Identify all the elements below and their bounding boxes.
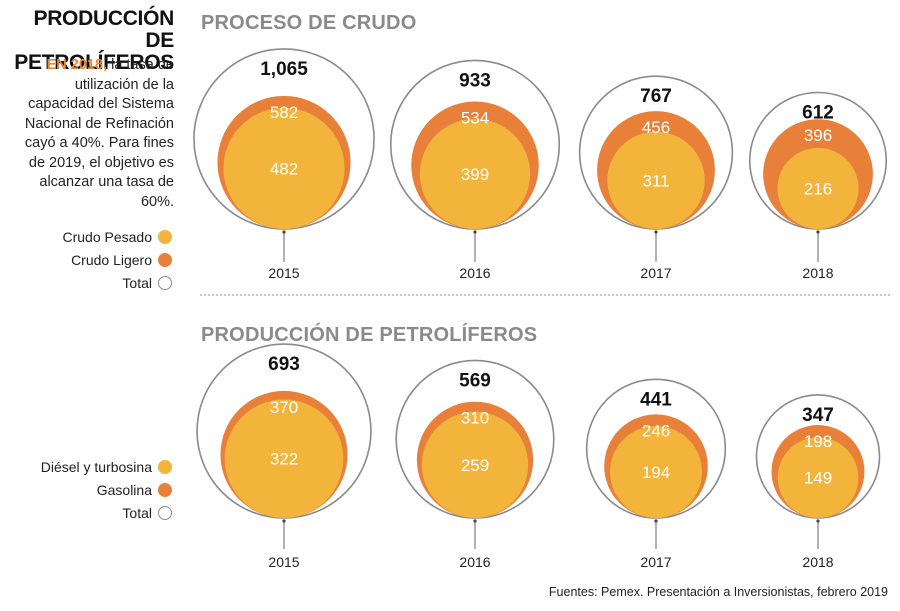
label-inner: 216: [804, 179, 832, 198]
year-label: 2016: [459, 265, 490, 281]
legend-top-item: Total: [0, 271, 172, 294]
label-inner: 399: [461, 165, 489, 184]
chart-title-petroliferos: PRODUCCIÓN DE PETROLÍFEROS: [201, 324, 538, 346]
connector-dot: [282, 519, 286, 523]
bubble-di-sel-y-turbosina: [609, 425, 703, 518]
bubble-crudo-pesado: [777, 147, 859, 229]
label-inner: 482: [270, 159, 298, 178]
legend-swatch: [158, 252, 172, 267]
label-middle: 310: [461, 409, 489, 428]
year-label: 2017: [640, 265, 671, 281]
connector-dot: [654, 519, 658, 523]
label-total: 347: [802, 405, 834, 426]
connector-dot: [473, 519, 477, 523]
bubble-di-sel-y-turbosina: [421, 411, 529, 518]
legend-top-item: Crudo Pesado: [0, 225, 172, 248]
source-note: Fuentes: Pemex. Presentación a Inversion…: [548, 585, 888, 599]
label-total: 441: [640, 389, 672, 410]
connector-dot: [654, 230, 658, 234]
legend-bottom-item: Total: [0, 501, 172, 524]
legend-bottom: Diésel y turbosina Gasolina Total: [0, 455, 172, 524]
label-inner: 311: [642, 171, 669, 190]
title-line-2: PETROLÍFEROS: [14, 51, 174, 74]
legend-label: Total: [122, 274, 152, 291]
label-middle: 396: [804, 126, 832, 145]
intro-text: EN 2018, la tasa de utilización de la ca…: [6, 56, 174, 212]
legend-swatch: [158, 482, 172, 497]
label-middle: 198: [804, 432, 832, 451]
page-title: PRODUCCIÓN DE PETROLÍFEROS: [6, 8, 174, 74]
legend-top: Crudo Pesado Crudo Ligero Total: [0, 225, 172, 294]
connector-dot: [473, 230, 477, 234]
connector-dot: [282, 230, 286, 234]
chart-title-crudo: PROCESO DE CRUDO: [201, 12, 417, 34]
legend-swatch: [158, 505, 172, 520]
legend-swatch: [158, 275, 172, 290]
label-total: 693: [268, 354, 300, 375]
connector-dot: [816, 519, 820, 523]
title-line-1: PRODUCCIÓN DE: [33, 7, 174, 52]
year-label: 2015: [268, 554, 299, 570]
bubble-di-sel-y-turbosina: [777, 437, 859, 518]
legend-bottom-item: Diésel y turbosina: [0, 455, 172, 478]
year-label: 2015: [268, 265, 299, 281]
label-middle: 246: [642, 421, 670, 440]
intro-lead: EN 2018,: [46, 57, 108, 73]
legend-label: Crudo Pesado: [62, 228, 152, 245]
label-total: 612: [802, 102, 834, 123]
bubble-crudo-pesado: [419, 118, 531, 229]
section-divider: [200, 294, 890, 296]
bubble-crudo-pesado: [607, 131, 705, 229]
label-middle: 370: [270, 398, 298, 417]
bubble-crudo-pesado: [223, 107, 345, 229]
legend-top-item: Crudo Ligero: [0, 248, 172, 271]
year-label: 2018: [802, 554, 833, 570]
label-total: 767: [640, 86, 672, 107]
label-total: 933: [459, 70, 491, 91]
label-inner: 259: [461, 456, 489, 475]
legend-label: Crudo Ligero: [71, 251, 152, 268]
legend-swatch: [158, 229, 172, 244]
label-inner: 322: [270, 450, 298, 469]
label-total: 1,065: [260, 59, 308, 80]
connector-dot: [816, 230, 820, 234]
legend-label: Total: [122, 504, 152, 521]
label-inner: 149: [804, 469, 832, 488]
legend-label: Gasolina: [96, 481, 152, 498]
label-inner: 194: [642, 463, 670, 482]
label-total: 569: [459, 370, 491, 391]
year-label: 2017: [640, 554, 671, 570]
year-label: 2018: [802, 265, 833, 281]
legend-label: Diésel y turbosina: [40, 458, 152, 475]
label-middle: 456: [642, 118, 670, 137]
bubble-di-sel-y-turbosina: [224, 399, 344, 518]
year-label: 2016: [459, 554, 490, 570]
legend-swatch: [158, 459, 172, 474]
legend-bottom-item: Gasolina: [0, 478, 172, 501]
label-middle: 534: [461, 108, 489, 127]
intro-body: la tasa de utilización de la capacidad d…: [24, 57, 174, 210]
label-middle: 582: [270, 103, 298, 122]
